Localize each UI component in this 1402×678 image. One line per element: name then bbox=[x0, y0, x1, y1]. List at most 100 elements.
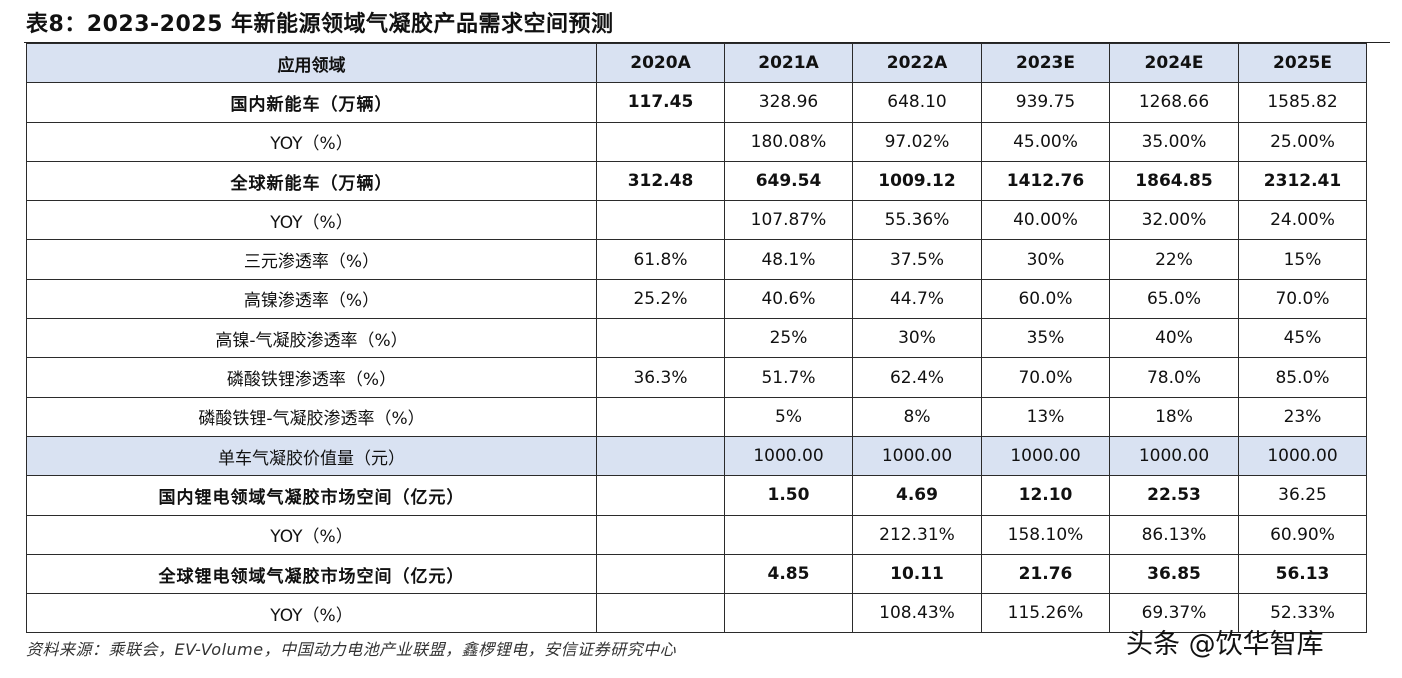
table-cell: 36.25 bbox=[1238, 475, 1367, 516]
table-cell: 23% bbox=[1238, 396, 1367, 437]
table-cell: 44.7% bbox=[852, 278, 982, 320]
row-label: 磷酸铁锂渗透率（%） bbox=[26, 357, 597, 398]
table-row: YOY（%） 107.87% 55.36% 40.00% 32.00% 24.0… bbox=[26, 200, 1367, 241]
table-row: 高镍-气凝胶渗透率（%） 25% 30% 35% 40% 45% bbox=[26, 318, 1367, 359]
table-cell bbox=[596, 121, 725, 162]
row-label: 高镍渗透率（%） bbox=[26, 278, 597, 320]
row-label: YOY（%） bbox=[26, 200, 597, 241]
table-cell: 30% bbox=[852, 318, 982, 359]
table-cell: 48.1% bbox=[724, 239, 853, 280]
table-cell: 32.00% bbox=[1109, 200, 1239, 241]
row-label: YOY（%） bbox=[26, 514, 597, 555]
table-cell: 51.7% bbox=[724, 357, 853, 398]
table-header-row: 应用领域 2020A 2021A 2022A 2023E 2024E 2025E bbox=[26, 42, 1367, 84]
table-cell: 1009.12 bbox=[852, 160, 982, 202]
table-cell: 2312.41 bbox=[1238, 160, 1367, 202]
table-cell: 18% bbox=[1109, 396, 1239, 437]
table-cell: 61.8% bbox=[596, 239, 725, 280]
table-row: 高镍渗透率（%） 25.2% 40.6% 44.7% 60.0% 65.0% 7… bbox=[26, 278, 1367, 320]
table-cell: 21.76 bbox=[981, 553, 1110, 595]
row-label: 高镍-气凝胶渗透率（%） bbox=[26, 318, 597, 359]
table-cell bbox=[596, 318, 725, 359]
table-cell: 10.11 bbox=[852, 553, 982, 595]
table-cell: 108.43% bbox=[852, 593, 982, 634]
table-cell: 78.0% bbox=[1109, 357, 1239, 398]
table-cell: 1000.00 bbox=[1109, 435, 1239, 477]
table-row: 单车气凝胶价值量（元） 1000.00 1000.00 1000.00 1000… bbox=[26, 435, 1367, 477]
title-divider bbox=[24, 42, 1390, 43]
source-note: 资料来源：乘联会，EV-Volume，中国动力电池产业联盟，鑫椤锂电，安信证券研… bbox=[26, 640, 677, 659]
table-row: YOY（%） 212.31% 158.10% 86.13% 60.90% bbox=[26, 514, 1367, 555]
header-cell-field: 应用领域 bbox=[26, 42, 597, 84]
table-cell: 36.85 bbox=[1109, 553, 1239, 595]
header-cell-2024e: 2024E bbox=[1109, 42, 1239, 84]
row-label: 国内锂电领域气凝胶市场空间（亿元） bbox=[26, 475, 597, 516]
table-cell: 328.96 bbox=[724, 82, 853, 123]
table-cell bbox=[596, 200, 725, 241]
table-cell: 4.69 bbox=[852, 475, 982, 516]
table-cell: 5% bbox=[724, 396, 853, 437]
table-cell: 35.00% bbox=[1109, 121, 1239, 162]
table-title: 表8：2023-2025 年新能源领域气凝胶产品需求空间预测 bbox=[26, 12, 614, 37]
table-cell: 939.75 bbox=[981, 82, 1110, 123]
table-cell bbox=[596, 514, 725, 555]
row-label: 单车气凝胶价值量（元） bbox=[26, 435, 597, 477]
row-label: YOY（%） bbox=[26, 121, 597, 162]
header-cell-2022a: 2022A bbox=[852, 42, 982, 84]
table-cell: 8% bbox=[852, 396, 982, 437]
table-cell bbox=[596, 435, 725, 477]
table-cell: 212.31% bbox=[852, 514, 982, 555]
table-cell: 4.85 bbox=[724, 553, 853, 595]
table-cell: 1585.82 bbox=[1238, 82, 1367, 123]
table-cell: 1000.00 bbox=[981, 435, 1110, 477]
table-row: 国内锂电领域气凝胶市场空间（亿元） 1.50 4.69 12.10 22.53 … bbox=[26, 475, 1367, 516]
table-row: 全球锂电领域气凝胶市场空间（亿元） 4.85 10.11 21.76 36.85… bbox=[26, 553, 1367, 595]
table-cell: 22.53 bbox=[1109, 475, 1239, 516]
table-cell bbox=[596, 553, 725, 595]
watermark: 头条 @饮华智库 bbox=[1126, 629, 1324, 660]
table-cell: 158.10% bbox=[981, 514, 1110, 555]
row-label: 全球新能车（万辆） bbox=[26, 160, 597, 202]
table-cell: 40% bbox=[1109, 318, 1239, 359]
table-cell: 1268.66 bbox=[1109, 82, 1239, 123]
table-cell: 1000.00 bbox=[1238, 435, 1367, 477]
table-cell: 70.0% bbox=[1238, 278, 1367, 320]
row-label: 三元渗透率（%） bbox=[26, 239, 597, 280]
table-cell: 648.10 bbox=[852, 82, 982, 123]
table-cell bbox=[596, 593, 725, 634]
table-row: 国内新能车（万辆） 117.45 328.96 648.10 939.75 12… bbox=[26, 82, 1367, 123]
row-label: 国内新能车（万辆） bbox=[26, 82, 597, 123]
table-cell: 62.4% bbox=[852, 357, 982, 398]
row-label: YOY（%） bbox=[26, 593, 597, 634]
table-row: 磷酸铁锂-气凝胶渗透率（%） 5% 8% 13% 18% 23% bbox=[26, 396, 1367, 437]
table-cell: 1000.00 bbox=[852, 435, 982, 477]
table-cell: 60.0% bbox=[981, 278, 1110, 320]
table-cell: 86.13% bbox=[1109, 514, 1239, 555]
table-row: YOY（%） 108.43% 115.26% 69.37% 52.33% bbox=[26, 593, 1367, 634]
table-cell: 22% bbox=[1109, 239, 1239, 280]
table-cell: 70.0% bbox=[981, 357, 1110, 398]
table-cell: 25.00% bbox=[1238, 121, 1367, 162]
header-cell-2021a: 2021A bbox=[724, 42, 853, 84]
table-cell: 1864.85 bbox=[1109, 160, 1239, 202]
table-cell: 1.50 bbox=[724, 475, 853, 516]
table-cell: 13% bbox=[981, 396, 1110, 437]
table-cell: 115.26% bbox=[981, 593, 1110, 634]
table-cell: 117.45 bbox=[596, 82, 725, 123]
demand-forecast-table: 应用领域 2020A 2021A 2022A 2023E 2024E 2025E… bbox=[26, 42, 1367, 634]
table-cell: 56.13 bbox=[1238, 553, 1367, 595]
table-cell: 37.5% bbox=[852, 239, 982, 280]
table-cell: 649.54 bbox=[724, 160, 853, 202]
table-row: YOY（%） 180.08% 97.02% 45.00% 35.00% 25.0… bbox=[26, 121, 1367, 162]
table-cell bbox=[724, 514, 853, 555]
table-cell: 312.48 bbox=[596, 160, 725, 202]
table-cell: 15% bbox=[1238, 239, 1367, 280]
header-cell-2020a: 2020A bbox=[596, 42, 725, 84]
table-cell: 45% bbox=[1238, 318, 1367, 359]
table-cell: 1000.00 bbox=[724, 435, 853, 477]
table-cell: 97.02% bbox=[852, 121, 982, 162]
table-cell bbox=[596, 396, 725, 437]
table-cell: 1412.76 bbox=[981, 160, 1110, 202]
table-cell: 40.00% bbox=[981, 200, 1110, 241]
table-cell bbox=[596, 475, 725, 516]
